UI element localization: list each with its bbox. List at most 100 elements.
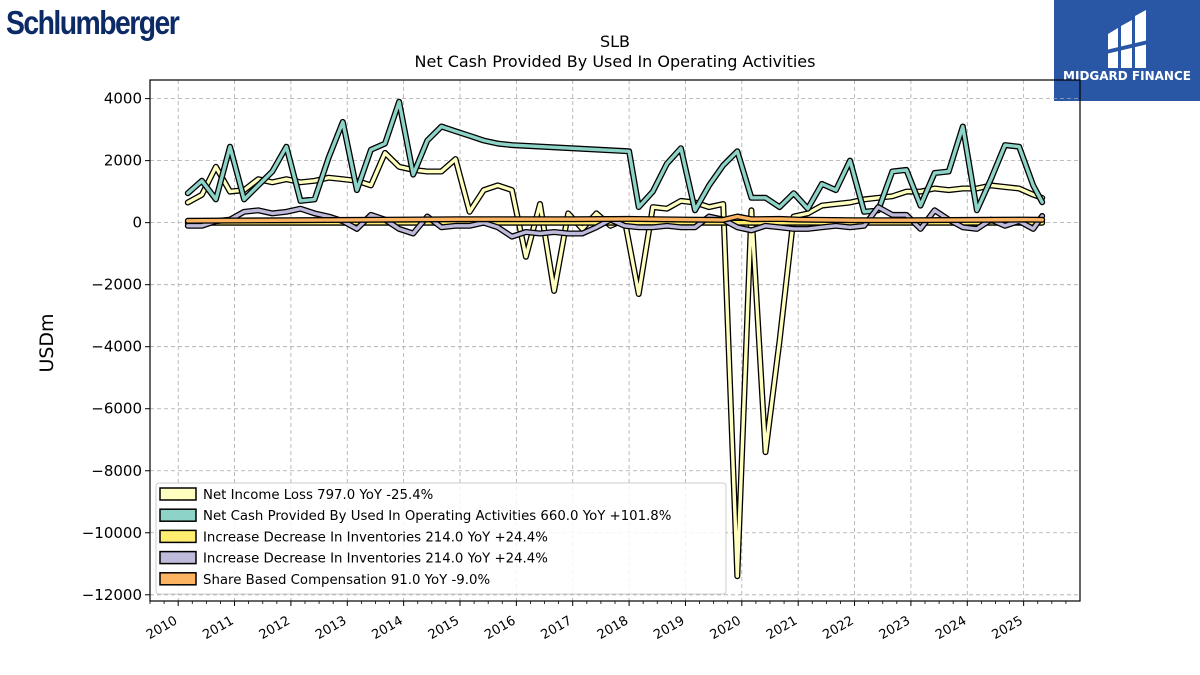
data-point <box>299 181 302 184</box>
data-point <box>398 228 400 230</box>
data-point <box>257 184 260 187</box>
x-axis: 2010 2011 2012 2013 2014 2015 2016 2017 2018 2019… <box>144 601 1067 643</box>
data-point <box>694 209 696 212</box>
legend-label: Net Cash Provided By Used In Operating A… <box>203 509 671 524</box>
data-point <box>666 162 668 165</box>
legend-box <box>155 482 727 595</box>
x-tick-label: 2024 <box>933 613 969 643</box>
data-point <box>821 204 823 207</box>
data-point <box>919 204 922 207</box>
data-point <box>910 219 912 221</box>
data-point <box>1041 201 1044 203</box>
data-point <box>750 209 753 212</box>
data-point <box>567 212 570 215</box>
data-point <box>891 195 894 198</box>
data-point <box>595 212 598 215</box>
data-point <box>736 226 739 229</box>
data-point <box>750 229 753 232</box>
data-point <box>567 232 570 235</box>
data-point <box>1032 228 1035 230</box>
data-point <box>356 189 358 191</box>
data-point <box>468 211 471 213</box>
data-point <box>186 201 189 204</box>
data-point <box>651 190 654 193</box>
data-point <box>229 145 231 148</box>
data-point <box>215 166 217 168</box>
x-tick-label: 2020 <box>708 613 744 643</box>
data-point <box>243 211 245 213</box>
data-point <box>511 189 513 191</box>
data-point <box>313 198 316 201</box>
data-point <box>454 224 457 227</box>
series-layer <box>184 98 1046 580</box>
data-point <box>398 100 400 103</box>
series-line-2 <box>184 98 1046 215</box>
legend-item-4: Increase Decrease In Inventories 214.0 Y… <box>159 550 548 567</box>
series-stroke <box>186 214 1044 223</box>
data-point <box>806 228 809 230</box>
data-point <box>736 215 739 218</box>
data-point <box>1004 224 1006 227</box>
data-point <box>402 218 405 221</box>
data-point <box>849 159 851 162</box>
x-tick-label: 2021 <box>764 613 800 643</box>
data-point <box>778 339 781 342</box>
data-point <box>440 226 443 229</box>
data-point <box>515 218 518 221</box>
data-point <box>327 215 330 218</box>
x-tick-label: 2025 <box>989 613 1025 643</box>
data-point <box>891 170 894 173</box>
data-point <box>440 125 443 128</box>
data-point <box>1032 193 1035 196</box>
data-point <box>919 190 922 193</box>
legend-swatch <box>159 572 197 586</box>
data-point <box>778 226 781 229</box>
data-point <box>327 176 330 179</box>
data-point <box>299 200 302 202</box>
data-point <box>680 147 682 150</box>
data-point <box>412 173 415 176</box>
data-point <box>482 221 485 224</box>
data-point <box>933 172 936 174</box>
data-point <box>257 178 260 181</box>
data-point <box>482 189 485 191</box>
data-point <box>684 218 687 221</box>
data-point <box>905 190 908 193</box>
data-point <box>426 139 429 142</box>
data-point <box>905 214 908 216</box>
x-tick-label: 2011 <box>200 613 236 643</box>
data-point <box>966 219 969 221</box>
data-point <box>595 226 598 229</box>
data-point <box>1004 144 1006 146</box>
legend: Net Income Loss 797.0 YoY -25.4% Net Cash… <box>155 482 727 595</box>
data-point <box>750 197 753 199</box>
data-point <box>229 190 231 193</box>
data-point <box>539 203 541 205</box>
x-tick-label: 2023 <box>877 613 913 643</box>
data-point <box>468 135 471 137</box>
data-point <box>623 224 626 227</box>
data-point <box>496 142 499 145</box>
data-point <box>933 209 936 212</box>
data-point <box>496 184 499 187</box>
data-point <box>764 451 767 453</box>
data-point <box>243 198 245 201</box>
data-point <box>961 187 964 190</box>
data-point <box>792 228 795 230</box>
legend-swatch <box>159 508 197 522</box>
data-point <box>511 144 513 146</box>
y-tick-label: −12000 <box>82 586 142 604</box>
x-tick-label: 2019 <box>651 613 687 643</box>
data-point <box>511 235 513 238</box>
data-point <box>398 166 400 168</box>
data-point <box>849 226 851 229</box>
y-tick-label: 2000 <box>104 152 142 170</box>
data-point <box>933 187 936 190</box>
y-tick-label: −8000 <box>91 462 142 480</box>
midgard-finance-logo: MIDGARD FINANCE <box>1054 0 1200 101</box>
data-point <box>384 152 386 154</box>
y-axis-label: USDm <box>36 313 58 372</box>
data-point <box>454 130 457 132</box>
midgard-finance-name: MIDGARD FINANCE <box>1063 69 1191 83</box>
